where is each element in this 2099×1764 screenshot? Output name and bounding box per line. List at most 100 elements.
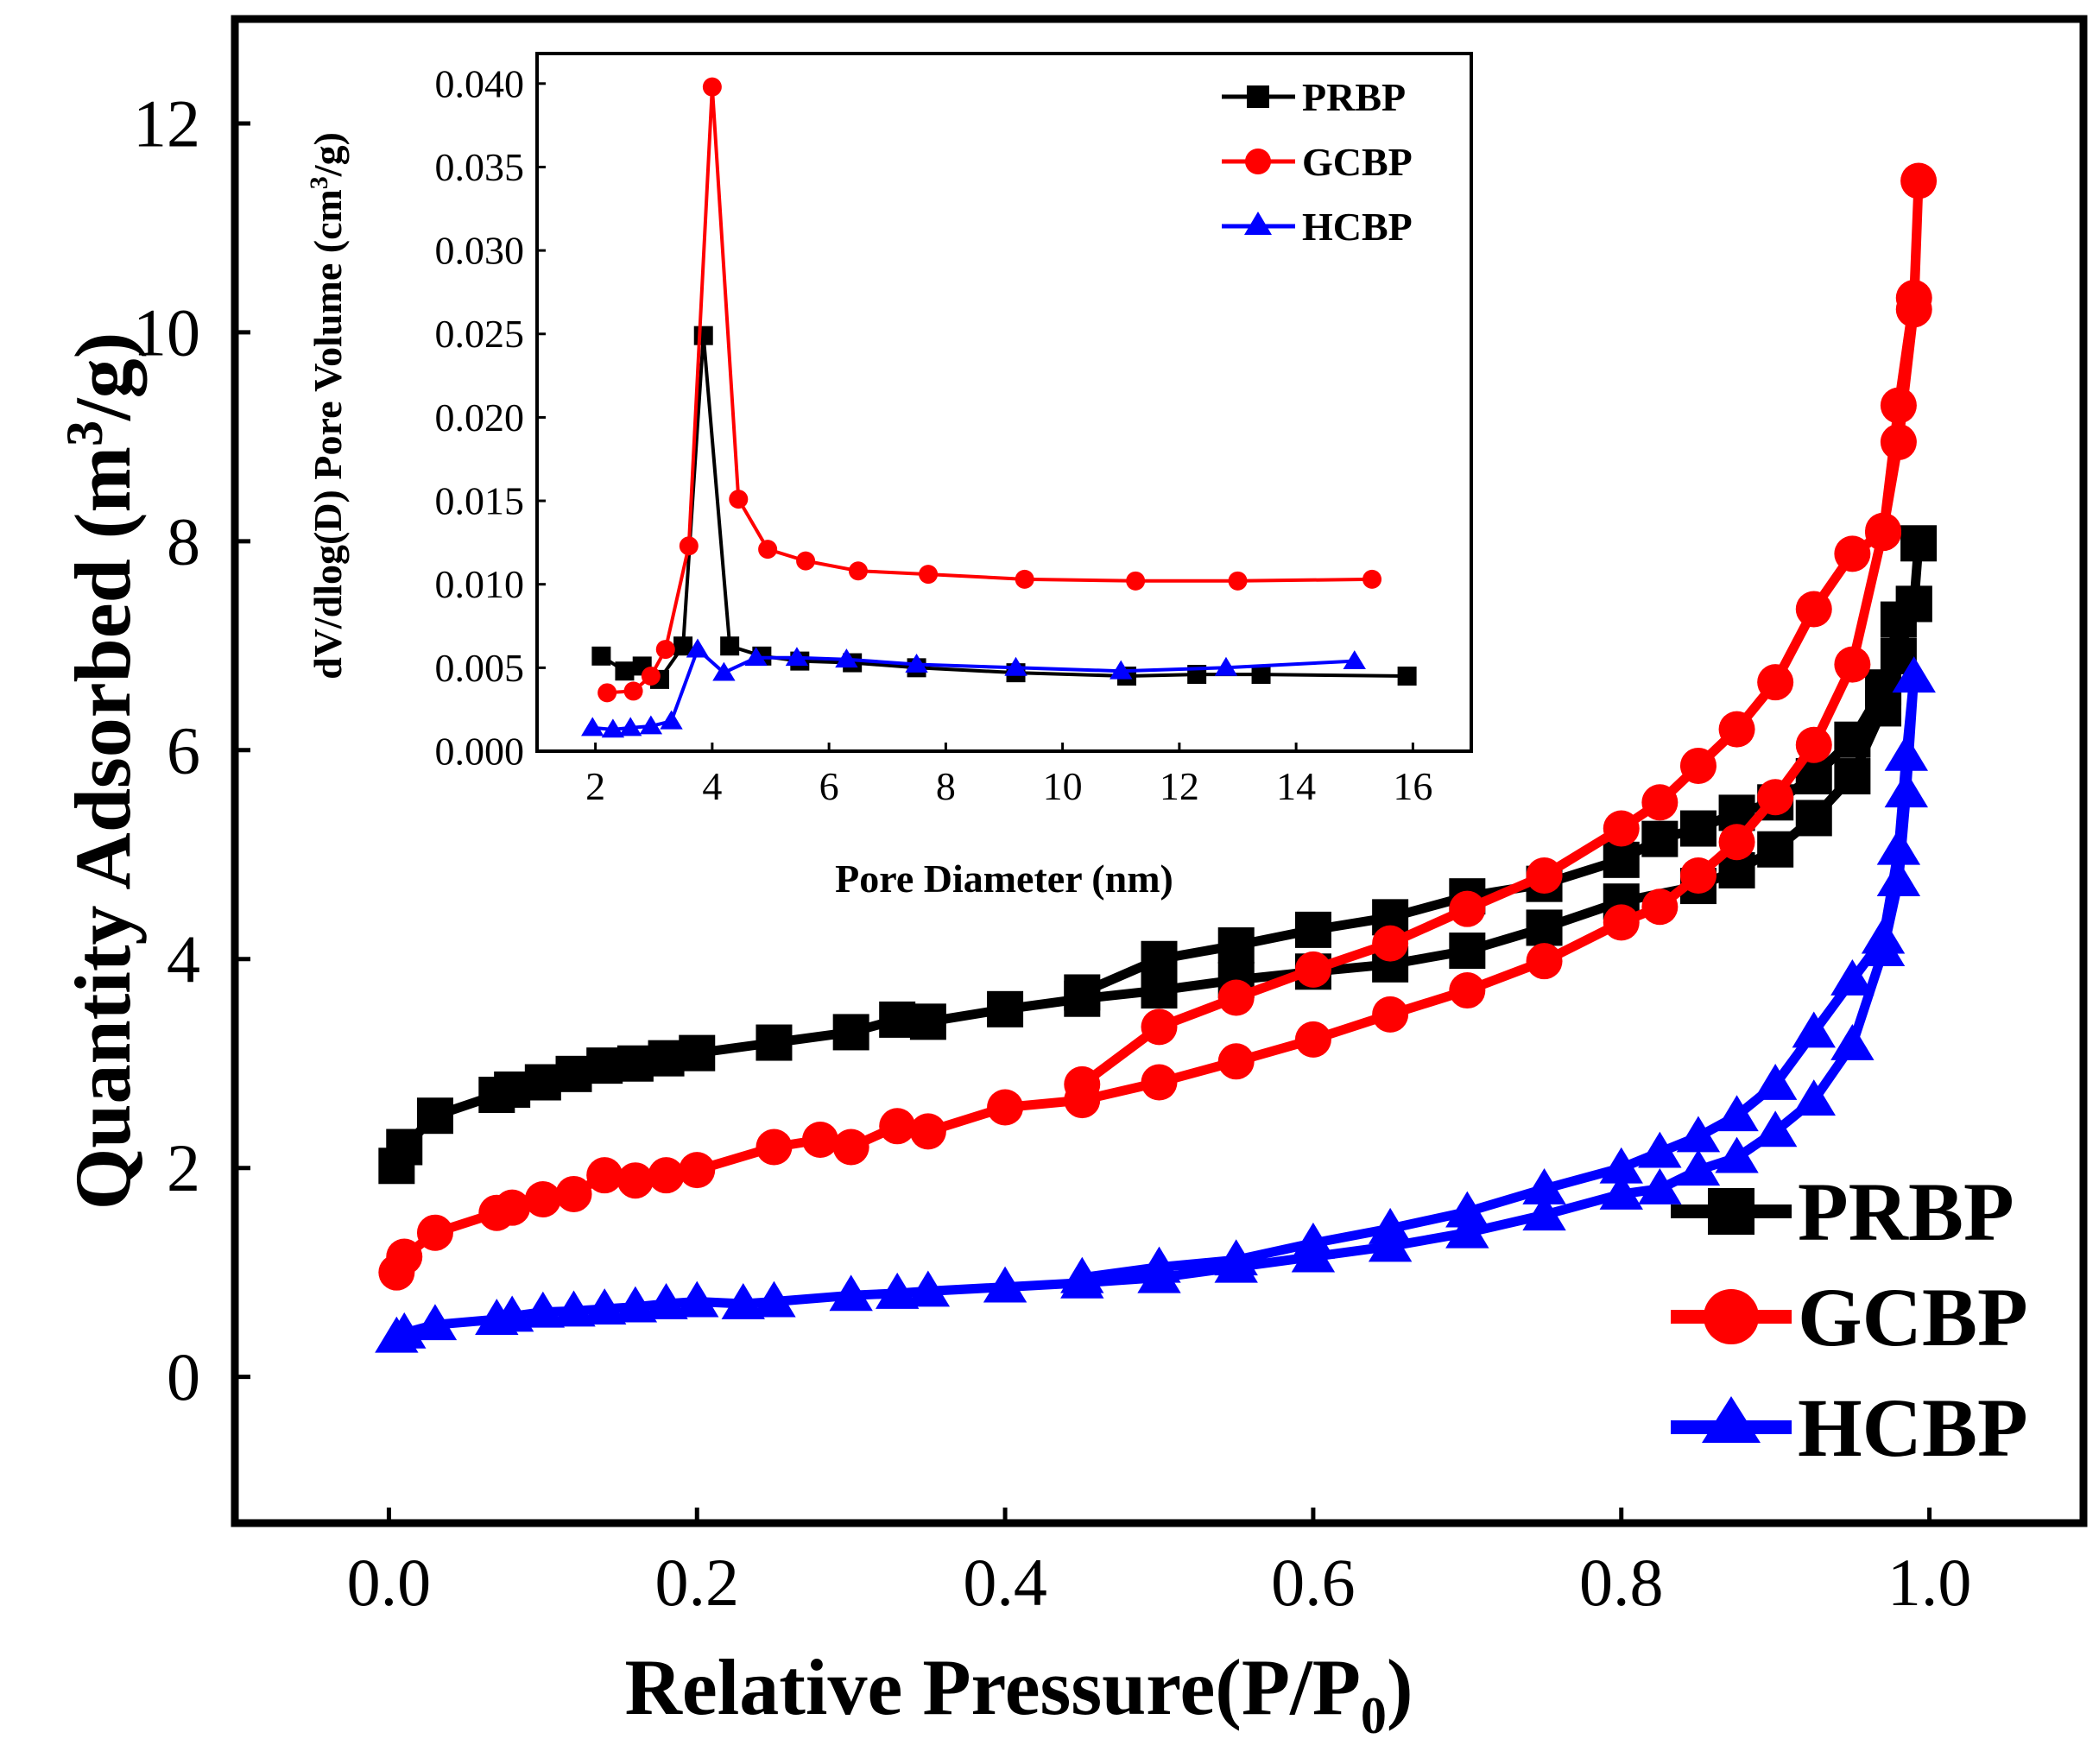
main-data-point-prbp (1641, 820, 1679, 857)
inset-legend-marker-hcbp (1244, 212, 1272, 235)
inset-x-tick-label: 10 (1043, 764, 1083, 808)
inset-data-point-hcbp (660, 710, 683, 730)
main-data-point-gcbp (1294, 951, 1331, 988)
main-legend-marker-gcbp (1704, 1289, 1759, 1344)
inset-x-tick-label: 4 (702, 764, 722, 808)
main-data-point-gcbp (524, 1180, 561, 1217)
inset-data-point-prbp (720, 636, 740, 656)
inset-legend: PRBP GCBP HCBP (1222, 75, 1413, 249)
inset-data-point-gcbp (729, 490, 749, 509)
inset-x-tick-label: 14 (1276, 764, 1316, 808)
main-data-point-prbp (494, 1071, 531, 1108)
main-legend-marker-hcbp (1702, 1396, 1761, 1443)
inset-legend-item-prbp: PRBP (1222, 75, 1406, 119)
main-data-point-prbp (987, 990, 1024, 1027)
inset-data-point-prbp (673, 636, 693, 656)
main-data-point-gcbp (1217, 1043, 1255, 1080)
main-data-point-gcbp (1834, 535, 1871, 572)
inset-data-point-gcbp (796, 551, 816, 571)
main-data-point-gcbp (616, 1162, 654, 1199)
main-data-point-hcbp (1214, 1239, 1258, 1276)
main-data-point-gcbp (1795, 591, 1832, 628)
inset-data-point-gcbp (919, 565, 939, 585)
main-data-point-gcbp (1641, 784, 1679, 821)
main-x-axis-label: Relative Pressure(P/P0) (624, 1643, 1413, 1744)
main-series-line-hcbp (394, 672, 1919, 1342)
main-data-point-hcbp (1753, 1063, 1798, 1100)
main-data-point-hcbp (1876, 860, 1921, 896)
main-data-point-gcbp (801, 1122, 838, 1159)
main-plot-frame (231, 15, 2088, 1527)
main-data-point-hcbp (1892, 656, 1936, 693)
main-legend-label-prbp: PRBP (1798, 1166, 2014, 1258)
main-data-point-hcbp (552, 1290, 596, 1327)
inset-legend-label-prbp: PRBP (1302, 75, 1406, 119)
main-data-point-gcbp (832, 1129, 869, 1166)
main-y-tick-label: 2 (167, 1130, 200, 1205)
main-data-point-gcbp (1865, 515, 1902, 552)
inset-y-tick-label: 0.015 (435, 479, 525, 523)
inset-data-point-hcbp (1343, 650, 1366, 670)
main-y-label-text: Quantity Adsorbed (m (59, 446, 147, 1210)
main-data-point-prbp (1603, 841, 1640, 878)
inset-y-tick-label: 0.035 (435, 145, 525, 189)
main-data-point-hcbp (983, 1266, 1027, 1303)
main-data-point-gcbp (1141, 1008, 1178, 1046)
main-data-point-hcbp (613, 1286, 658, 1323)
inset-data-point-hcbp (1214, 656, 1238, 676)
main-data-point-hcbp (583, 1288, 627, 1325)
inset-x-tick-label: 8 (936, 764, 956, 808)
main-data-point-hcbp (1884, 734, 1929, 771)
main-data-point-gcbp (1900, 162, 1938, 199)
main-data-point-hcbp (1638, 1167, 1682, 1204)
main-data-point-gcbp (1795, 726, 1832, 763)
inset-axis-ticks: 2 4 6 8 10 12 14 16 0.000 0.005 0.010 0.015 0.020 0.0… (435, 61, 1433, 808)
main-data-point-hcbp (829, 1274, 873, 1312)
main-data-point-hcbp (1368, 1207, 1413, 1244)
main-y-label-tail: /g) (59, 332, 147, 421)
main-data-point-hcbp (875, 1272, 920, 1309)
main-y-tick-label: 6 (167, 712, 200, 787)
main-data-point-gcbp (1679, 857, 1717, 894)
main-legend-marker-prbp (1708, 1188, 1754, 1235)
main-data-point-gcbp (1064, 1065, 1101, 1103)
main-data-point-hcbp (1060, 1256, 1104, 1293)
main-data-point-gcbp (1217, 979, 1255, 1016)
inset-data-point-hcbp (835, 648, 858, 668)
inset-legend-marker-gcbp (1245, 149, 1271, 174)
inset-data-point-hcbp (1004, 656, 1027, 676)
main-data-point-hcbp (1445, 1191, 1489, 1228)
inset-data-point-prbp (615, 661, 635, 681)
inset-data-point-gcbp (641, 667, 661, 686)
main-data-point-gcbp (1641, 888, 1679, 926)
inset-y-tick-label: 0.020 (435, 395, 525, 439)
main-data-point-gcbp (679, 1152, 716, 1189)
inset-data-point-gcbp (597, 683, 617, 703)
main-data-point-prbp (1679, 810, 1717, 847)
main-y-tick-label: 0 (167, 1339, 200, 1414)
main-data-point-hcbp (521, 1291, 566, 1328)
inset-x-tick-label: 6 (819, 764, 839, 808)
inset-legend-marker-prbp (1247, 85, 1269, 108)
main-data-point-prbp (832, 1014, 869, 1051)
main-x-label-text: Relative Pressure(P/P (624, 1643, 1360, 1731)
main-axis-ticks: 0.0 0.2 0.4 0.6 0.8 1.0 0 2 4 6 8 10 12 (133, 85, 1971, 1620)
main-x-tick-label: 0.6 (1271, 1545, 1356, 1620)
inset-data-point-prbp (1397, 667, 1417, 686)
main-data-point-hcbp (413, 1304, 458, 1341)
main-data-point-hcbp (1445, 1211, 1489, 1249)
main-data-point-gcbp (1449, 972, 1486, 1009)
main-x-tick-label: 0.8 (1579, 1545, 1664, 1620)
main-data-point-hcbp (1830, 959, 1875, 996)
inset-data-point-hcbp (601, 718, 625, 738)
main-data-point-gcbp (987, 1089, 1024, 1126)
inset-y-tick-label: 0.030 (435, 229, 525, 273)
main-y-axis-label: Quantity Adsorbed (m3/g) (56, 332, 147, 1211)
main-legend: PRBP GCBP HCBP (1671, 1166, 2028, 1474)
main-data-point-gcbp (909, 1113, 946, 1150)
main-data-point-gcbp (1718, 711, 1755, 748)
inset-x-tick-label: 2 (585, 764, 605, 808)
inset-y-tick-label: 0.025 (435, 312, 525, 356)
main-data-point-hcbp (1676, 1149, 1721, 1186)
main-data-point-hcbp (1638, 1131, 1682, 1168)
